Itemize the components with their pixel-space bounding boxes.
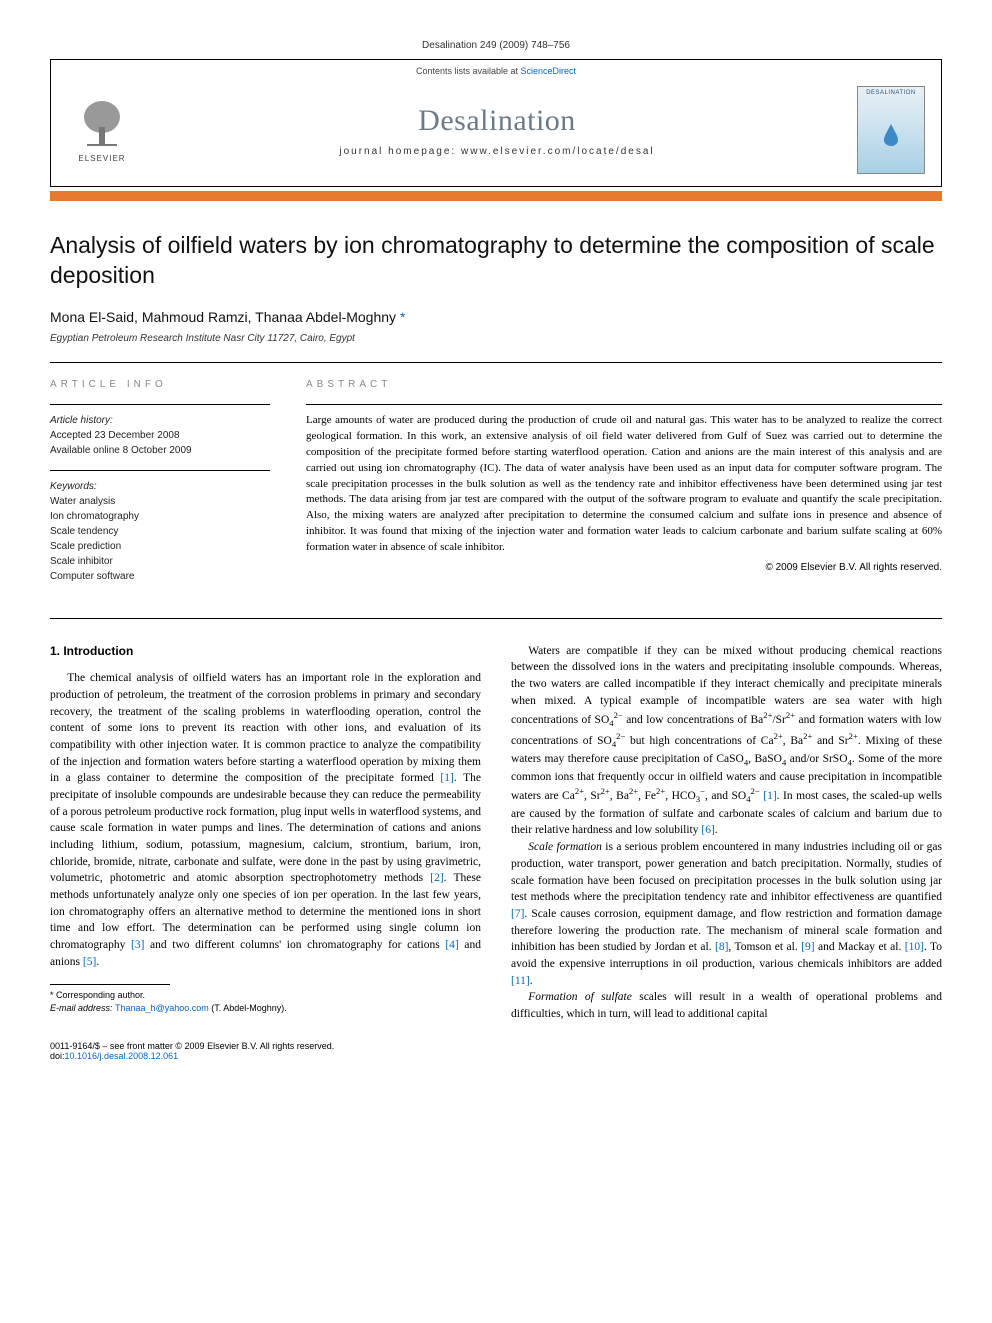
info-rule-2: [50, 470, 270, 471]
cover-label: DESALINATION: [866, 90, 916, 96]
scale-paragraph: Scale formation is a serious problem enc…: [511, 839, 942, 989]
journal-header-box: Contents lists available at ScienceDirec…: [50, 59, 942, 187]
citation-link[interactable]: [3]: [131, 939, 144, 951]
page-footer: 0011-9164/$ – see front matter © 2009 El…: [50, 1041, 942, 1061]
citation-link[interactable]: [4]: [445, 939, 458, 951]
citation-link[interactable]: [11]: [511, 975, 530, 987]
history-head: Article history:: [50, 413, 270, 428]
homepage-prefix: journal homepage:: [339, 146, 461, 157]
citation-link[interactable]: [6]: [701, 824, 714, 836]
article-info-label: ARTICLE INFO: [50, 379, 270, 390]
affiliation: Egyptian Petroleum Research Institute Na…: [50, 333, 942, 344]
citation-link[interactable]: [2]: [430, 872, 443, 884]
corr-author-label: * Corresponding author.: [50, 989, 481, 1002]
right-column: Waters are compatible if they can be mix…: [511, 643, 942, 1023]
email-link[interactable]: Thanaa_h@yahoo.com: [115, 1003, 209, 1013]
intro-paragraph: The chemical analysis of oilfield waters…: [50, 670, 481, 970]
body-columns: 1. Introduction The chemical analysis of…: [50, 643, 942, 1023]
scale-formation-term: Scale formation: [528, 841, 602, 853]
citation-link[interactable]: [7]: [511, 908, 524, 920]
accepted-date: Accepted 23 December 2008: [50, 428, 270, 443]
running-head: Desalination 249 (2009) 748–756: [50, 40, 942, 51]
keyword: Water analysis: [50, 494, 270, 509]
elsevier-label: ELSEVIER: [78, 154, 125, 163]
elsevier-tree-icon: [77, 97, 127, 152]
article-info-col: ARTICLE INFO Article history: Accepted 2…: [50, 379, 270, 596]
abstract-label: ABSTRACT: [306, 379, 942, 390]
doi-line: doi:10.1016/j.desal.2008.12.061: [50, 1051, 334, 1061]
keyword: Computer software: [50, 569, 270, 584]
water-droplet-icon: [882, 122, 900, 146]
corresponding-footnote: * Corresponding author. E-mail address: …: [50, 989, 481, 1014]
front-matter-line: 0011-9164/$ – see front matter © 2009 El…: [50, 1041, 334, 1051]
journal-cover-thumb: DESALINATION: [857, 86, 925, 174]
rule-bottom: [50, 618, 942, 619]
elsevier-logo: ELSEVIER: [67, 90, 137, 170]
abstract-copyright: © 2009 Elsevier B.V. All rights reserved…: [306, 562, 942, 573]
info-abstract-row: ARTICLE INFO Article history: Accepted 2…: [50, 363, 942, 618]
keywords-block: Keywords: Water analysis Ion chromatogra…: [50, 479, 270, 584]
footnote-rule: [50, 984, 170, 985]
citation-link[interactable]: [9]: [801, 941, 814, 953]
footer-left: 0011-9164/$ – see front matter © 2009 El…: [50, 1041, 334, 1061]
email-label: E-mail address:: [50, 1003, 115, 1013]
keyword: Scale inhibitor: [50, 554, 270, 569]
doi-link[interactable]: 10.1016/j.desal.2008.12.061: [65, 1051, 179, 1061]
journal-title-block: Desalination journal homepage: www.elsev…: [137, 104, 857, 157]
info-rule-1: [50, 404, 270, 405]
contents-prefix: Contents lists available at: [416, 66, 521, 76]
accent-bar: [50, 191, 942, 201]
citation-link[interactable]: [1]: [440, 772, 453, 784]
page-root: Desalination 249 (2009) 748–756 Contents…: [0, 0, 992, 1101]
keywords-head: Keywords:: [50, 479, 270, 494]
email-who: (T. Abdel-Moghny).: [209, 1003, 287, 1013]
citation-link[interactable]: [10]: [905, 941, 924, 953]
corresponding-mark: *: [400, 309, 405, 325]
sciencedirect-link[interactable]: ScienceDirect: [521, 66, 577, 76]
citation-link[interactable]: [8]: [715, 941, 728, 953]
citation-link[interactable]: [5]: [83, 956, 96, 968]
corr-email-line: E-mail address: Thanaa_h@yahoo.com (T. A…: [50, 1002, 481, 1015]
keyword: Scale tendency: [50, 524, 270, 539]
abstract-text: Large amounts of water are produced duri…: [306, 413, 942, 556]
authors-text: Mona El-Said, Mahmoud Ramzi, Thanaa Abde…: [50, 309, 400, 325]
article-history: Article history: Accepted 23 December 20…: [50, 413, 270, 458]
left-column: 1. Introduction The chemical analysis of…: [50, 643, 481, 1023]
citation-link[interactable]: [1]: [763, 790, 776, 802]
journal-homepage: journal homepage: www.elsevier.com/locat…: [137, 146, 857, 157]
formation-sulfate-term: Formation of sulfate: [528, 991, 632, 1003]
header-mid-row: ELSEVIER Desalination journal homepage: …: [51, 78, 941, 186]
homepage-url[interactable]: www.elsevier.com/locate/desal: [461, 146, 655, 157]
keyword: Ion chromatography: [50, 509, 270, 524]
sulfate-paragraph: Formation of sulfate scales will result …: [511, 989, 942, 1022]
article-title: Analysis of oilfield waters by ion chrom…: [50, 231, 942, 291]
contents-line: Contents lists available at ScienceDirec…: [51, 60, 941, 78]
compat-paragraph: Waters are compatible if they can be mix…: [511, 643, 942, 839]
abstract-rule: [306, 404, 942, 405]
journal-title: Desalination: [137, 104, 857, 138]
abstract-col: ABSTRACT Large amounts of water are prod…: [306, 379, 942, 596]
author-list: Mona El-Said, Mahmoud Ramzi, Thanaa Abde…: [50, 309, 942, 325]
intro-heading: 1. Introduction: [50, 643, 481, 660]
keyword: Scale prediction: [50, 539, 270, 554]
online-date: Available online 8 October 2009: [50, 443, 270, 458]
